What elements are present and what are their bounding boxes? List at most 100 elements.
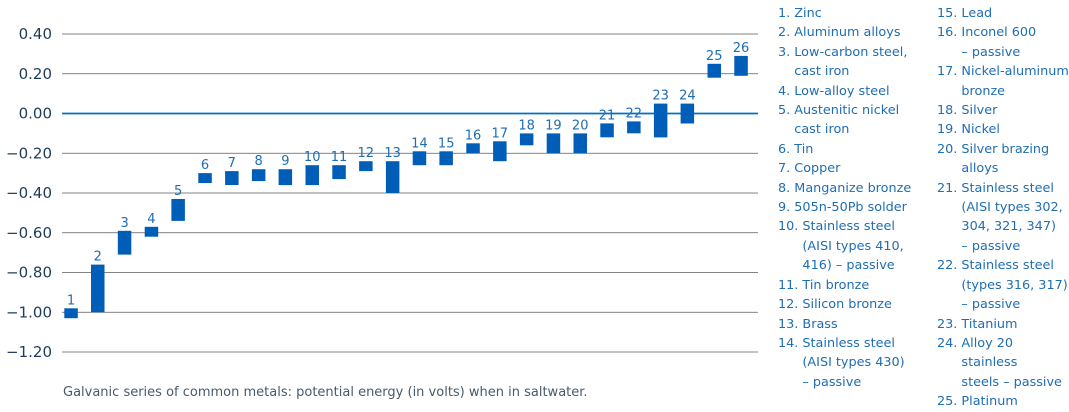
legend-entry-number: 9. <box>778 200 795 216</box>
legend-entry-text: Stainless steel (AISI types 430) – passi… <box>802 335 905 390</box>
bar-10 <box>305 165 319 186</box>
bar-13 <box>385 161 400 193</box>
bar-2 <box>91 264 105 313</box>
y-tick-label: −1.20 <box>6 343 52 361</box>
legend-entry: 18. Silver <box>937 101 1069 120</box>
bar-label-23: 23 <box>652 89 669 104</box>
legend-entry-number: 6. <box>778 141 795 157</box>
bar-label-1: 1 <box>67 293 75 308</box>
legend-entry-text: Low-alloy steel <box>794 83 890 99</box>
legend-column-1: 1. Zinc 2. Aluminum alloys 3. Low-carbon s… <box>778 4 911 392</box>
bar-4 <box>144 226 159 237</box>
legend-entry-text: Tin bronze <box>802 277 870 293</box>
legend-entry: 7. Copper <box>778 159 911 178</box>
bar-label-24: 24 <box>679 89 696 104</box>
bar-11 <box>332 165 346 180</box>
legend-entry: 11. Tin bronze <box>778 276 911 295</box>
bar-12 <box>359 161 373 172</box>
legend-entry-number: 17. <box>937 64 962 80</box>
bar-label-17: 17 <box>492 126 509 141</box>
legend-entry-text: Inconel 600 – passive <box>961 25 1037 60</box>
bar-19 <box>546 133 561 154</box>
legend-entry: 12. Silicon bronze <box>778 295 911 314</box>
legend-entry-number: 4. <box>778 83 795 99</box>
bar-label-13: 13 <box>384 146 401 161</box>
legend-entry-text: 505n-50Pb solder <box>794 200 907 216</box>
legend-entry: 21. Stainless steel (AISI types 302, 304… <box>937 179 1069 257</box>
bar-label-4: 4 <box>147 212 155 227</box>
chart-caption: Galvanic series of common metals: potent… <box>63 385 588 400</box>
legend-entry: 20. Silver brazing alloys <box>937 140 1069 179</box>
legend-entry: 22. Stainless steel (types 316, 317) – p… <box>937 256 1069 314</box>
legend-entry: 6. Tin <box>778 140 911 159</box>
bar-8 <box>251 169 266 182</box>
bar-label-20: 20 <box>572 118 589 133</box>
bar-22 <box>627 121 641 134</box>
legend-entry: 2. Aluminum alloys <box>778 23 911 42</box>
legend-entry-text: Nickel-aluminum bronze <box>961 64 1069 99</box>
legend-entry-number: 20. <box>937 141 962 157</box>
bar-label-10: 10 <box>304 150 321 165</box>
bar-1 <box>64 308 78 319</box>
bar-20 <box>573 133 587 154</box>
legend-entry: 9. 505n-50Pb solder <box>778 198 911 217</box>
bar-23 <box>653 103 668 138</box>
legend-entry-text: Alloy 20 stainless steels – passive <box>961 335 1062 390</box>
bar-label-8: 8 <box>254 154 262 169</box>
bar-label-22: 22 <box>626 106 643 121</box>
y-tick-label: 0.20 <box>19 65 52 83</box>
bar-26 <box>734 55 748 76</box>
legend-entry: 8. Manganize bronze <box>778 179 911 198</box>
bar-24 <box>680 103 695 124</box>
legend-entry: 4. Low-alloy steel <box>778 82 911 101</box>
legend-entry-number: 5. <box>778 103 795 119</box>
legend-entry: 5. Austenitic nickel cast iron <box>778 101 911 140</box>
legend-entry-number: 8. <box>778 180 795 196</box>
bar-16 <box>466 143 480 154</box>
legend-entry-number: 12. <box>778 297 803 313</box>
bar-5 <box>171 199 185 221</box>
legend-entry-number: 7. <box>778 161 795 177</box>
legend-entry-number: 11. <box>778 277 803 293</box>
legend-entry-number: 13. <box>778 316 803 332</box>
bar-label-26: 26 <box>733 41 750 56</box>
bar-label-2: 2 <box>94 250 102 265</box>
bar-9 <box>278 169 293 186</box>
bar-6 <box>198 173 212 183</box>
legend-entry-number: 10. <box>778 219 803 235</box>
legend-entry-text: Austenitic nickel cast iron <box>794 103 900 138</box>
legend-entry-number: 15. <box>937 6 962 21</box>
bar-label-25: 25 <box>706 49 723 64</box>
legend-entry-number: 1. <box>778 6 795 21</box>
bar-label-12: 12 <box>358 146 375 161</box>
legend-entry: 14. Stainless steel (AISI types 430) – p… <box>778 334 911 392</box>
legend-entry-text: Stainless steel (AISI types 302, 304, 32… <box>961 180 1063 254</box>
legend-entry-text: Platinum <box>961 394 1018 410</box>
legend-entry-text: Manganize bronze <box>794 180 912 196</box>
y-tick-label: 0.40 <box>19 25 52 43</box>
galvanic-series-chart: 0.40 0.20 0.00 −0.20 −0.40 −0.60 −0.80 −1.00 −1.… <box>6 25 758 361</box>
legend-entry-text: Silver brazing alloys <box>961 141 1050 177</box>
legend-entry: 10. Stainless steel (AISI types 410, 416… <box>778 217 911 275</box>
bar-21 <box>600 123 614 138</box>
legend-entry: 15. Lead <box>937 4 1069 23</box>
bar-label-14: 14 <box>411 136 428 151</box>
legend-entry: 16. Inconel 600 – passive <box>937 23 1069 62</box>
legend-entry-number: 19. <box>937 122 962 138</box>
bar-label-21: 21 <box>599 108 616 123</box>
y-tick-label: −0.60 <box>6 224 52 242</box>
bar-label-18: 18 <box>518 118 535 133</box>
bar-3 <box>117 230 132 255</box>
y-tick-label: −1.00 <box>6 303 52 321</box>
gridlines <box>62 33 758 353</box>
legend-entry: 17. Nickel-aluminum bronze <box>937 62 1069 101</box>
y-tick-label: 0.00 <box>19 105 52 123</box>
legend-entry-number: 24. <box>937 335 962 351</box>
legend-entry-text: Stainless steel (types 316, 317) – passi… <box>961 258 1068 313</box>
bar-label-9: 9 <box>281 154 289 169</box>
legend-entry-number: 16. <box>937 25 962 41</box>
legend-entry-number: 23. <box>937 316 962 332</box>
legend-entry-number: 21. <box>937 180 962 196</box>
